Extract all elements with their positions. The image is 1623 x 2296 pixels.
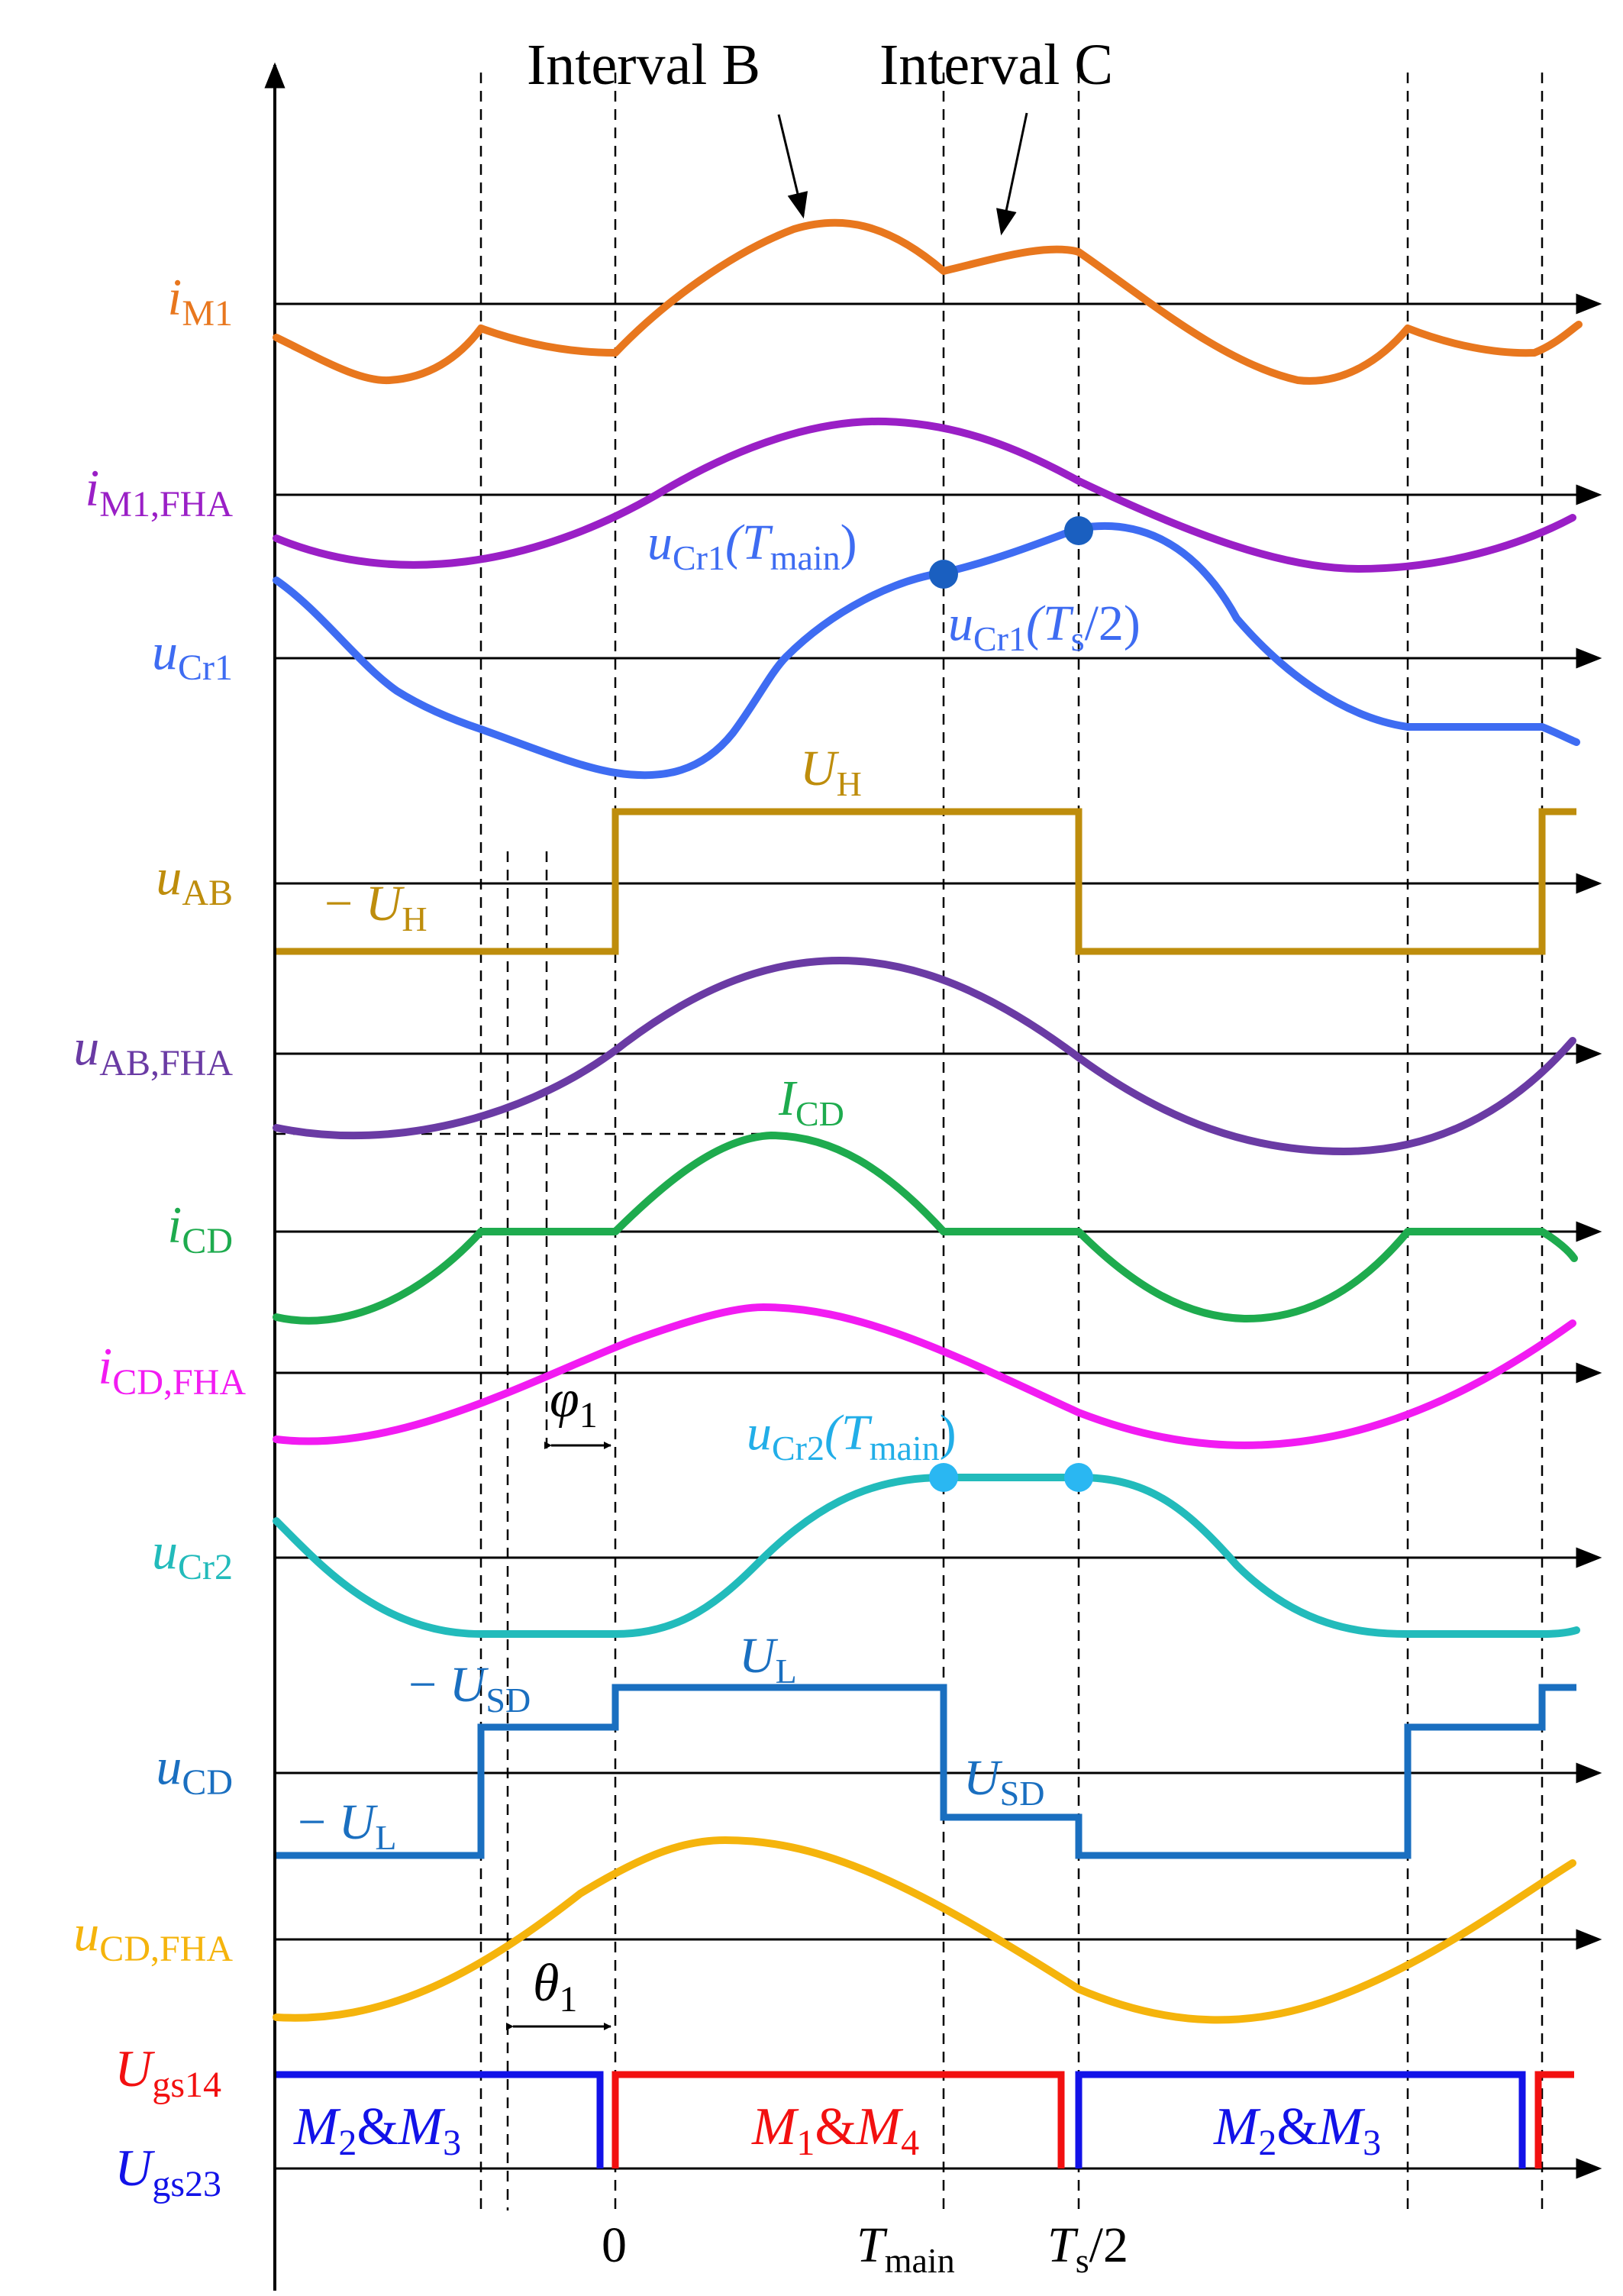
channel-axes xyxy=(275,293,1602,2179)
key-points xyxy=(929,516,1093,1492)
label-uab: uAB xyxy=(156,848,233,913)
label-ucd-fha: uCD,FHA xyxy=(73,1904,233,1969)
label-uab-fha: uAB,FHA xyxy=(73,1018,233,1083)
label-icd: iCD xyxy=(167,1196,233,1261)
point-ucr1-ts2 xyxy=(1064,516,1093,545)
arrow-interval-b xyxy=(777,114,808,219)
gate-ugs23 xyxy=(276,2071,1526,2168)
gate-ugs14 xyxy=(611,2071,1574,2168)
usd-pos-label: USD xyxy=(963,1750,1044,1813)
ul-neg-label: − UL xyxy=(298,1794,397,1857)
label-ugs14: Ugs14 xyxy=(115,2039,221,2105)
label-ucr1: uCr1 xyxy=(152,622,233,688)
point-ucr1-tmain xyxy=(929,560,958,589)
uh-neg-label: − UH xyxy=(324,876,428,938)
channel-labels: iM1 iM1,FHA uCr1 uAB uAB,FHA iCD iCD,FHA… xyxy=(73,268,246,2204)
usd-neg-label: − USD xyxy=(408,1657,531,1720)
icd-peak-label: ICD xyxy=(778,1070,844,1133)
label-im1-fha: iM1,FHA xyxy=(85,459,233,525)
label-ucr2: uCr2 xyxy=(152,1522,233,1587)
wave-ucr2 xyxy=(273,1474,1580,1638)
uh-pos-label: UH xyxy=(800,741,862,803)
interval-c-label: Interval C xyxy=(879,33,1113,97)
time-tick-labels: 0 Tmain Ts/2 xyxy=(602,2217,1128,2280)
point-ucr2-ts2 xyxy=(1064,1463,1093,1492)
point-ucr2-tmain xyxy=(929,1463,958,1492)
gate-signals xyxy=(276,2071,1574,2168)
interval-b-label: Interval B xyxy=(527,33,760,97)
wave-im1 xyxy=(273,218,1583,385)
wave-uab-fha xyxy=(273,957,1576,1155)
tick-zero: 0 xyxy=(602,2217,627,2273)
gate-segment-labels: M2&M3 M1&M4 M2&M3 xyxy=(293,2097,1381,2163)
ucr1-tmain-label: uCr1(Tmain) xyxy=(647,515,857,577)
phi1-label: φ1 xyxy=(550,1370,598,1435)
gate-segment-m2m3-left: M2&M3 xyxy=(293,2097,461,2163)
label-ugs23: Ugs23 xyxy=(115,2139,221,2204)
wave-ucr1 xyxy=(273,522,1580,780)
ucr1-ts2-label: uCr1(Ts/2) xyxy=(948,596,1141,658)
wave-im1-fha xyxy=(273,417,1576,573)
ucr2-tmain-label: uCr2(Tmain) xyxy=(747,1405,957,1468)
gate-segment-m1m4: M1&M4 xyxy=(751,2097,919,2163)
phase-arrows xyxy=(506,1442,611,2030)
arrow-interval-c xyxy=(995,112,1028,236)
tick-ts2: Ts/2 xyxy=(1047,2217,1128,2280)
waveforms xyxy=(273,218,1583,2024)
wave-icd-fha xyxy=(273,1303,1576,1449)
label-icd-fha: iCD,FHA xyxy=(98,1337,246,1403)
theta1-label: θ1 xyxy=(533,1954,577,2020)
tick-tmain: Tmain xyxy=(857,2217,955,2280)
ul-pos-label: UL xyxy=(739,1628,797,1691)
label-ucd: uCD xyxy=(156,1737,233,1803)
wave-icd xyxy=(273,1132,1578,1325)
wave-ucd-fha xyxy=(273,1836,1576,2024)
wave-ucd xyxy=(276,1684,1576,1859)
gate-segment-m2m3-right: M2&M3 xyxy=(1213,2097,1381,2163)
label-im1: iM1 xyxy=(167,268,233,334)
wave-uab xyxy=(276,808,1576,955)
